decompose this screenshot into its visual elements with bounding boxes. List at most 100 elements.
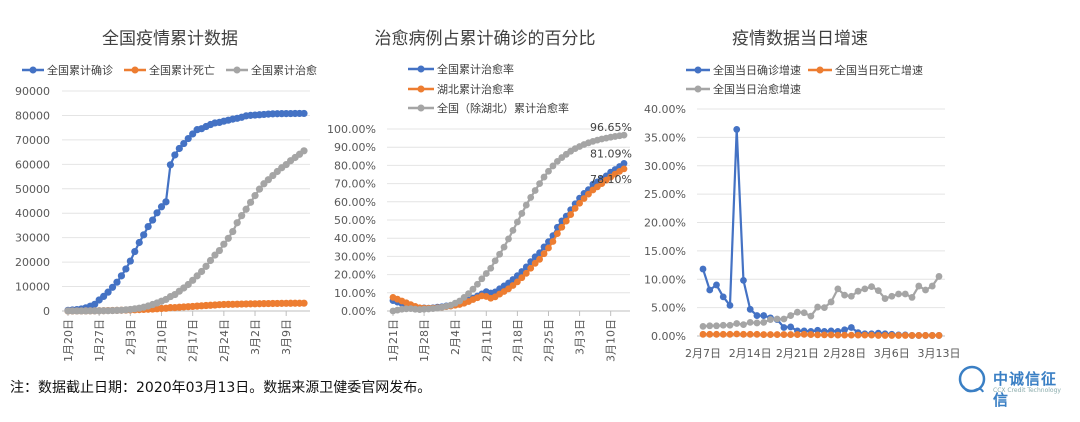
data-point [229, 227, 237, 236]
data-point [719, 321, 727, 329]
data-point [794, 331, 801, 338]
chart-title: 疫情数据当日增速 [732, 29, 868, 49]
data-point [157, 203, 166, 211]
y-tick-label: 40.00% [644, 103, 686, 116]
data-point [699, 330, 707, 338]
data-point [888, 332, 896, 339]
y-tick-label: 70000 [15, 134, 50, 147]
data-point [562, 217, 570, 225]
data-point [487, 264, 495, 272]
data-point [874, 287, 882, 294]
x-tick-label: 2月11日 [480, 319, 493, 362]
y-tick-label: 5.00% [651, 302, 686, 315]
data-point [726, 330, 734, 338]
data-point [746, 318, 754, 326]
data-point [202, 262, 210, 270]
y-tick-label: 90.00% [334, 141, 376, 154]
data-point [787, 312, 795, 319]
y-tick-label: 100.00% [327, 123, 376, 136]
x-tick-label: 3月3日 [574, 319, 587, 355]
data-point [571, 204, 579, 212]
x-tick-label: 1月28日 [418, 319, 431, 362]
data-point [895, 290, 902, 298]
legend-label: 全国累计死亡 [149, 63, 215, 77]
legend-label: 全国（除湖北）累计治愈率 [437, 101, 569, 115]
data-point [767, 316, 774, 323]
data-point [699, 265, 707, 273]
logo-subtitle: CCX Credit Technology [993, 387, 1061, 394]
data-point [540, 173, 548, 181]
y-tick-label: 30.00% [644, 160, 686, 173]
data-point [474, 280, 481, 288]
y-tick-label: 50.00% [334, 214, 376, 227]
data-point [153, 209, 161, 217]
x-tick-label: 1月21日 [387, 319, 400, 362]
data-point [753, 319, 761, 327]
y-tick-label: 10000 [15, 281, 50, 294]
data-point [193, 272, 201, 280]
data-point [585, 190, 592, 198]
x-tick-label: 3月9日 [280, 319, 293, 355]
data-point [553, 157, 561, 165]
data-point [699, 322, 707, 330]
data-point [189, 276, 197, 284]
data-point [531, 259, 539, 267]
data-point [773, 315, 781, 323]
data-point [719, 293, 727, 301]
legend-label: 全国累计治愈 [251, 63, 317, 77]
data-point [513, 278, 521, 286]
data-point [888, 292, 896, 300]
data-point [861, 331, 869, 339]
data-point [935, 273, 943, 280]
y-tick-label: 25.00% [644, 188, 686, 201]
data-point [814, 303, 822, 311]
legend-label: 湖北累计治愈率 [437, 82, 514, 96]
x-tick-label: 3月6日 [874, 347, 910, 360]
data-point [780, 315, 788, 323]
data-point [746, 330, 754, 338]
data-label: 78.10% [590, 173, 632, 186]
legend-marker [29, 66, 37, 74]
data-point [767, 331, 774, 338]
data-point [787, 323, 795, 331]
y-tick-label: 0.00% [651, 330, 686, 343]
x-tick-label: 2月7日 [685, 347, 721, 360]
data-point [549, 238, 557, 245]
data-point [505, 235, 512, 243]
footer-note: 注：数据截止日期：2020年03月13日。数据来源卫健委官网发布。 [10, 380, 432, 396]
x-tick-label: 1月20日 [62, 319, 75, 362]
data-point [753, 330, 761, 338]
data-point [726, 301, 734, 309]
data-point [576, 199, 583, 207]
legend-label: 全国累计确诊 [47, 63, 113, 77]
x-tick-label: 3月13日 [918, 347, 961, 360]
data-point [780, 331, 788, 338]
data-point [760, 331, 768, 338]
legend-marker [233, 66, 241, 74]
data-point [620, 165, 628, 173]
data-point [827, 298, 835, 306]
data-point [881, 332, 889, 339]
data-point [500, 243, 508, 251]
data-point [895, 332, 902, 339]
data-point [144, 222, 152, 231]
data-point [915, 332, 923, 339]
legend-marker [417, 65, 425, 73]
logo-name: 中诚信征信 [993, 370, 1058, 409]
data-point [760, 318, 768, 326]
data-point [580, 195, 588, 202]
data-point [922, 286, 929, 294]
data-point [558, 223, 566, 231]
legend-marker [417, 104, 425, 112]
data-point [162, 198, 170, 206]
y-tick-label: 40.00% [334, 232, 376, 245]
data-point [113, 278, 121, 286]
data-point [706, 322, 714, 330]
legend-label: 全国当日确诊增速 [713, 63, 801, 77]
elephant-logo-icon [958, 365, 986, 393]
x-tick-label: 1月27日 [93, 319, 106, 362]
y-tick-label: 0 [43, 305, 50, 318]
y-tick-label: 50000 [15, 183, 50, 196]
data-point [874, 332, 882, 339]
series-line-2 [702, 275, 940, 328]
